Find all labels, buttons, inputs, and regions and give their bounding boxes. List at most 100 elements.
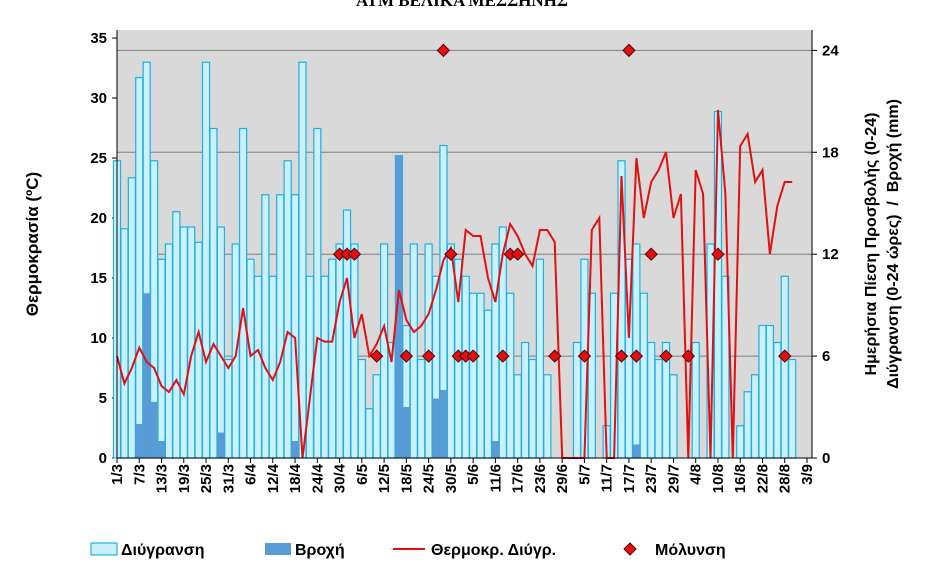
marker — [347, 247, 362, 261]
legend-swatch — [623, 542, 637, 556]
bar — [402, 407, 410, 458]
bar — [632, 444, 640, 458]
y2-tick-label: 24 — [822, 42, 839, 59]
x-tick-label: 12/4 — [265, 463, 282, 493]
bar — [669, 374, 678, 459]
marker — [466, 349, 480, 363]
bar — [691, 341, 700, 459]
bar — [320, 275, 329, 459]
x-tick-label: 17/7 — [621, 464, 638, 493]
y-tick-label: 15 — [90, 270, 107, 287]
bar — [194, 241, 203, 459]
bar — [528, 358, 537, 459]
y-tick-label: 10 — [90, 330, 107, 347]
bar — [395, 155, 403, 458]
bar — [417, 358, 426, 459]
bar — [788, 358, 797, 459]
bar — [216, 226, 225, 459]
y2-tick-label: 12 — [822, 246, 839, 263]
marker — [421, 349, 436, 363]
bar — [713, 110, 723, 459]
bar — [328, 258, 337, 459]
marker — [614, 349, 629, 363]
x-tick-label: 17/6 — [510, 464, 527, 493]
bar — [491, 243, 500, 459]
x-tick-label: 18/4 — [287, 463, 304, 493]
bar — [179, 226, 188, 459]
bar — [469, 292, 478, 459]
legend-label: Βροχή — [295, 542, 345, 559]
bar — [239, 127, 248, 459]
legend-label: Θερμοκρ. Διύγρ. — [431, 542, 556, 559]
bar — [432, 398, 440, 458]
bar — [498, 226, 507, 459]
y-tick-label: 0 — [99, 450, 107, 467]
bar — [750, 374, 760, 459]
marker — [577, 349, 592, 363]
bar — [513, 374, 522, 459]
marker — [548, 349, 562, 363]
x-tick-label: 23/7 — [643, 464, 660, 493]
bar — [217, 432, 225, 458]
marker — [444, 247, 458, 261]
x-tick-label: 24/5 — [421, 464, 438, 493]
marker — [659, 349, 673, 363]
bar — [157, 441, 166, 458]
x-tick-label: 11/7 — [599, 464, 616, 492]
x-tick-label: 30/4 — [332, 463, 349, 493]
bar — [743, 391, 752, 459]
x-tick-label: 29/6 — [554, 464, 571, 493]
x-tick-label: 10/8 — [710, 464, 727, 493]
bar — [758, 324, 767, 459]
y2-axis-title: Διύγρανση (0-24 ώρες) / Βροχή (mm) — [885, 99, 902, 389]
x-tick-label: 30/5 — [443, 464, 460, 493]
bar — [654, 358, 663, 459]
y2-tick-label: 0 — [822, 450, 830, 467]
bar — [365, 408, 374, 459]
bar — [127, 177, 136, 459]
bar — [135, 76, 144, 459]
bar — [246, 258, 255, 459]
legend-swatch — [90, 542, 118, 556]
y2-axis-title: Ημερήσια Πίεση Προσβολής (0-24) — [863, 113, 880, 376]
bar — [290, 194, 300, 459]
x-tick-label: 3/9 — [799, 464, 816, 485]
y2-tick-label: 6 — [822, 348, 830, 365]
bar — [172, 211, 181, 459]
bar — [476, 292, 485, 459]
y-tick-label: 5 — [99, 390, 107, 407]
bar — [291, 441, 299, 458]
bar — [350, 243, 359, 459]
legend-label: Μόλυνση — [655, 542, 726, 559]
y-tick-label: 20 — [90, 210, 107, 227]
bar — [187, 226, 196, 459]
x-tick-label: 6/5 — [354, 464, 371, 485]
bar — [342, 209, 352, 459]
x-tick-label: 5/7 — [576, 464, 593, 485]
bar — [253, 275, 263, 459]
x-tick-label: 22/8 — [754, 464, 771, 493]
y-tick-label: 35 — [90, 30, 107, 47]
bar — [439, 390, 447, 458]
bar — [276, 194, 285, 459]
bar — [268, 275, 277, 459]
x-tick-label: 29/7 — [665, 464, 682, 493]
legend-label: Διύγρανση — [121, 542, 205, 559]
bar — [780, 275, 789, 459]
line — [116, 109, 793, 459]
marker — [510, 247, 525, 261]
bar — [379, 243, 389, 459]
marker — [622, 43, 636, 58]
marker — [681, 349, 695, 363]
x-tick-label: 5/6 — [465, 464, 482, 485]
bar — [305, 275, 315, 459]
bar — [647, 341, 656, 459]
x-tick-label: 11/6 — [487, 464, 504, 492]
bar — [446, 243, 455, 459]
bar — [543, 374, 552, 459]
bar — [261, 194, 270, 459]
bar — [357, 358, 366, 459]
x-tick-label: 24/4 — [309, 463, 326, 493]
marker — [496, 349, 510, 363]
bar — [765, 324, 775, 459]
